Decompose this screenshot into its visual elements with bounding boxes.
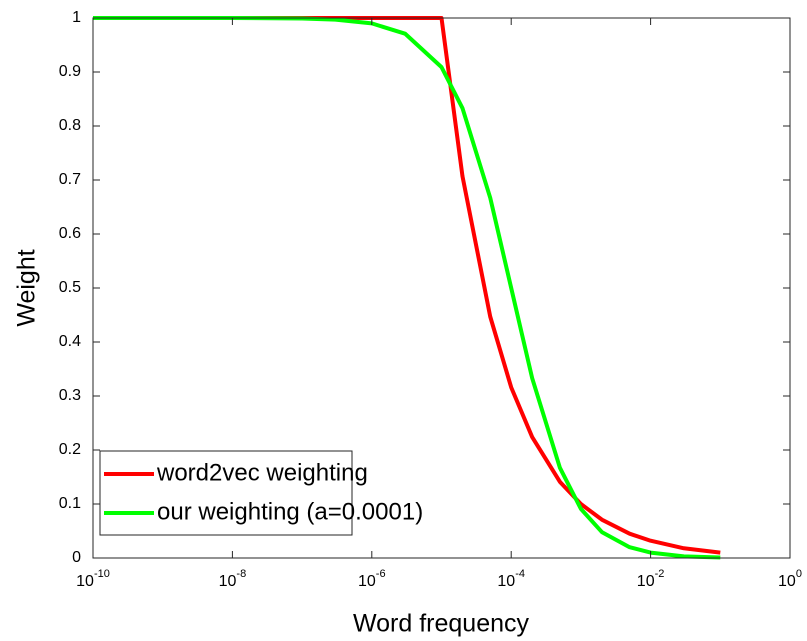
x-tick-label: 10-10: [76, 568, 110, 590]
y-tick-label: 0.3: [59, 387, 81, 404]
y-tick-label: 0.5: [59, 279, 81, 296]
x-tick-label: 10-4: [497, 568, 525, 590]
x-axis-label: Word frequency: [353, 610, 530, 638]
x-tick-label: 10-6: [358, 568, 386, 590]
data-line: [93, 16, 721, 560]
y-tick-label: 1: [72, 9, 81, 26]
legend: word2vec weighting our weighting (a=0.000…: [99, 450, 423, 536]
x-tick-label: 100: [778, 568, 802, 590]
y-tick-label: 0.6: [59, 225, 81, 242]
x-tick-label: 10-8: [219, 568, 247, 590]
y-tick-label: 0.9: [59, 63, 81, 80]
x-tick-label: 10-2: [637, 568, 665, 590]
legend-label: our weighting (a=0.0001): [157, 498, 423, 525]
y-tick-label: 0.7: [59, 171, 81, 188]
y-tick-label: 0.8: [59, 117, 81, 134]
y-tick-label: 0.1: [59, 495, 81, 512]
y-axis-label: Weight: [13, 249, 41, 326]
y-tick-label: 0.4: [59, 333, 81, 350]
y-tick-label: 0.2: [59, 441, 81, 458]
legend-box: [99, 450, 353, 536]
legend-label: word2vec weighting: [156, 459, 368, 486]
y-tick-label: 0: [72, 549, 81, 566]
